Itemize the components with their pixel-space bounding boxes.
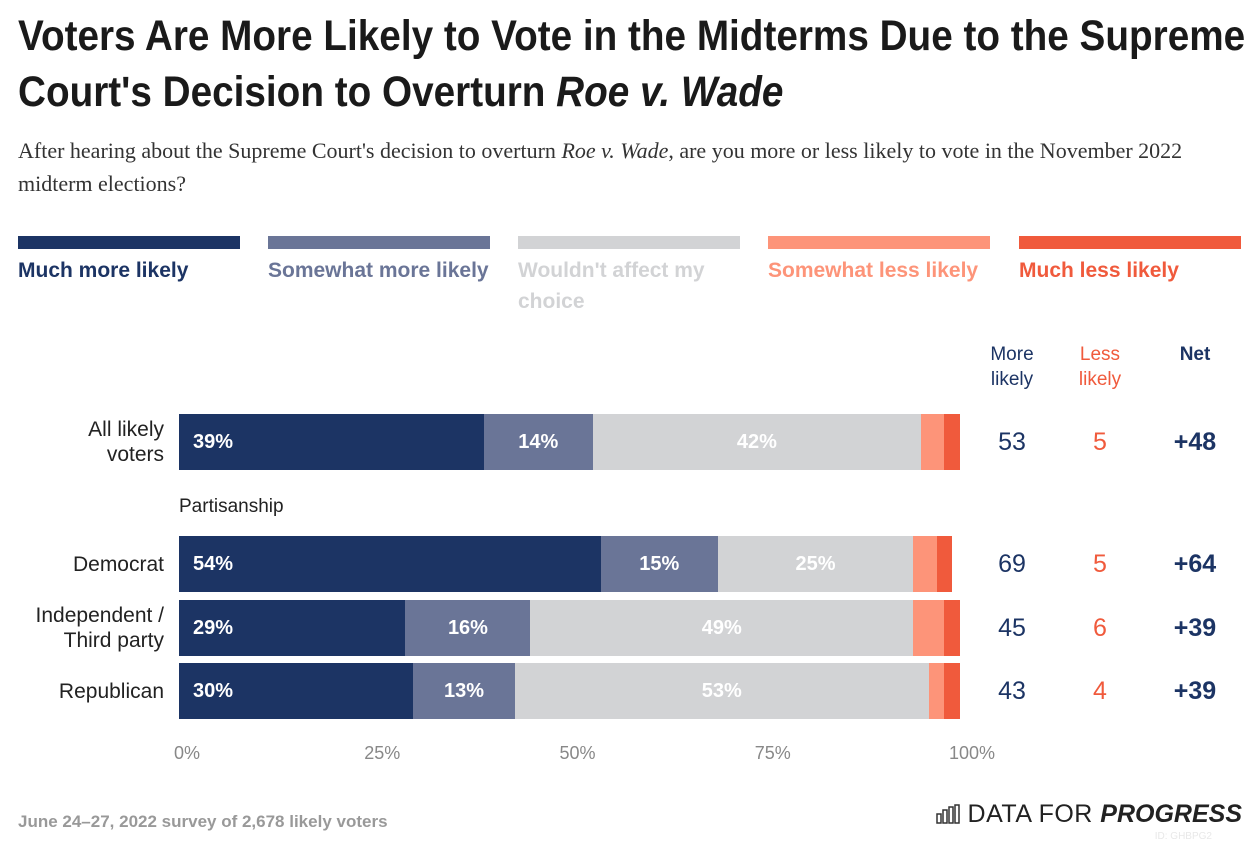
bar-segment: 30%: [179, 663, 414, 719]
legend-label: Somewhat less likely: [768, 259, 979, 282]
legend-label: Much more likely: [18, 259, 189, 282]
bar-segment: 15%: [600, 536, 718, 592]
bar-segment: 42%: [592, 414, 921, 470]
value-net: +39: [1173, 677, 1217, 705]
legend-item: Somewhat less likely: [768, 236, 990, 286]
bar-chart-logo-icon: [935, 804, 960, 824]
bar-segment: 54%: [179, 536, 601, 592]
bar-segment: [928, 663, 945, 719]
x-tick-label: 25%: [364, 743, 401, 763]
bar-segment: 25%: [717, 536, 914, 592]
value-net: +64: [1173, 550, 1217, 578]
legend-swatch: [268, 236, 490, 249]
row-label: Republican: [58, 679, 164, 703]
column-header-net: Net: [1179, 344, 1211, 365]
value-less: 5: [1093, 428, 1107, 456]
value-less: 5: [1093, 550, 1107, 578]
bar-segment: 29%: [179, 600, 406, 656]
bar-segment: 53%: [514, 663, 929, 719]
bar-segment: [944, 414, 960, 470]
bar-segment: [913, 536, 937, 592]
x-tick-label: 100%: [948, 743, 996, 763]
image-id: ID: GHBPG2: [1154, 831, 1212, 842]
column-header-more: More likely: [990, 344, 1034, 390]
x-tick-label: 75%: [754, 743, 791, 763]
legend-label: Somewhat more likely: [268, 259, 489, 282]
legend-swatch: [518, 236, 740, 249]
legend-swatch: [1019, 236, 1241, 249]
bar-segment: 16%: [405, 600, 531, 656]
value-net: +39: [1173, 614, 1217, 642]
legend-swatch: [768, 236, 990, 249]
value-more: 43: [998, 677, 1026, 705]
bar-segment: [913, 600, 945, 656]
bar-segment: 39%: [179, 414, 484, 470]
value-more: 45: [998, 614, 1026, 642]
legend-item: Much less likely: [1019, 236, 1241, 286]
value-more: 53: [998, 428, 1026, 456]
legend-swatch: [18, 236, 240, 249]
chart-subtitle: After hearing about the Supreme Court's …: [18, 138, 1183, 196]
logo: DATA FOR PROGRESS: [935, 800, 1242, 828]
bar-segment: [920, 414, 945, 470]
row-label: All likely voters: [88, 418, 164, 466]
bar-segment: [944, 600, 960, 656]
chart-title: Voters Are More Likely to Vote in the Mi…: [18, 12, 1246, 116]
legend-item: Wouldn't affect my choice: [518, 236, 740, 317]
x-tick-label: 50%: [559, 743, 596, 763]
legend-label: Wouldn't affect my choice: [518, 259, 705, 313]
legend-label: Much less likely: [1019, 259, 1179, 282]
bar-segment: [944, 663, 960, 719]
value-less: 4: [1093, 677, 1107, 705]
x-tick-label: 0%: [173, 743, 200, 763]
legend-item: Somewhat more likely: [268, 236, 490, 286]
bar-segment: [936, 536, 953, 592]
value-less: 6: [1093, 614, 1107, 642]
bar-segment: 13%: [413, 663, 515, 719]
bar-segment: 14%: [483, 414, 593, 470]
value-more: 69: [998, 550, 1026, 578]
row-label: Democrat: [72, 552, 164, 576]
source-note: June 24–27, 2022 survey of 2,678 likely …: [18, 812, 388, 831]
legend-item: Much more likely: [18, 236, 240, 286]
row-label: Independent / Third party: [35, 604, 164, 652]
group-label: Partisanship: [179, 496, 284, 517]
value-net: +48: [1173, 428, 1217, 456]
column-header-less: Less likely: [1078, 344, 1122, 390]
bar-segment: 49%: [530, 600, 914, 656]
